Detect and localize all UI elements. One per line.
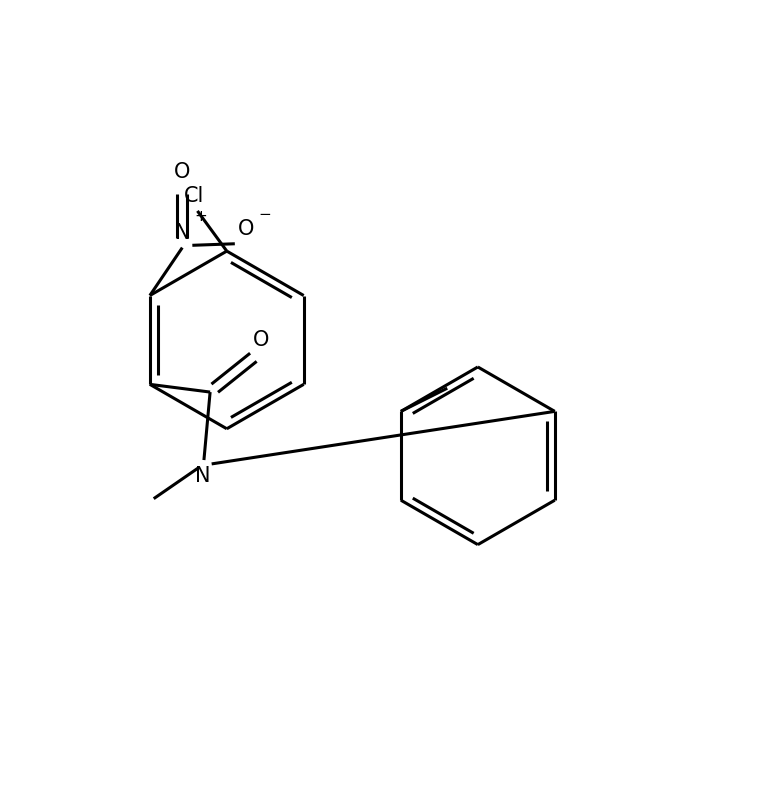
Text: O: O — [253, 330, 269, 351]
Text: Cl: Cl — [184, 185, 205, 206]
Text: −: − — [258, 207, 272, 222]
Text: N: N — [195, 466, 211, 486]
Text: N: N — [174, 223, 190, 243]
Text: O: O — [174, 162, 191, 182]
Text: +: + — [194, 210, 207, 225]
Text: O: O — [237, 219, 254, 239]
